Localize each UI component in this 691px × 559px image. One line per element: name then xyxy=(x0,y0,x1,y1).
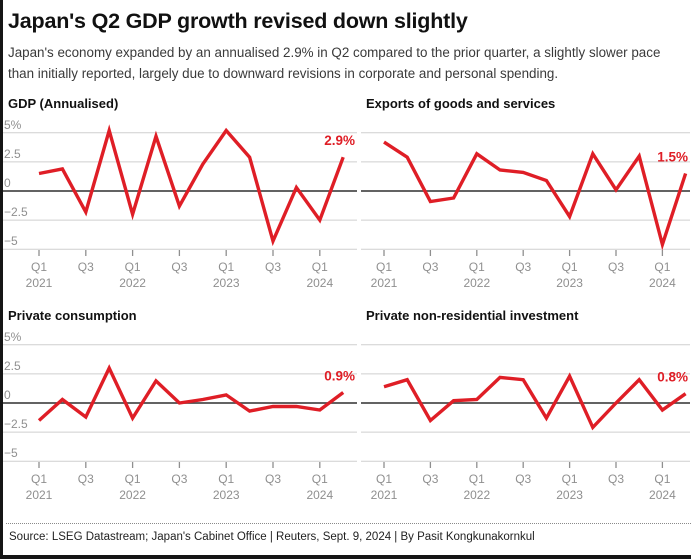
chart-canvas-gdp: 5% 2.5 0 −2.5 −5 Q1 2021 Q3 Q1 2022 Q3 Q1 2023 Q3 Q1 20… xyxy=(3,113,357,295)
x-axis-label-quarter: Q3 xyxy=(422,260,438,274)
x-axis-label-quarter: Q3 xyxy=(265,260,281,274)
x-axis-label-quarter: Q1 xyxy=(31,472,47,486)
chart-title: Private non-residential investment xyxy=(366,307,579,323)
x-axis-label-quarter: Q3 xyxy=(608,472,624,486)
x-axis-label-quarter: Q3 xyxy=(515,260,531,274)
x-axis-label-quarter: Q1 xyxy=(31,260,47,274)
y-axis-label: 5% xyxy=(4,330,22,344)
x-axis-label-year: 2021 xyxy=(26,276,53,290)
y-axis-label: −2.5 xyxy=(4,417,28,431)
chart-title: Exports of goods and services xyxy=(366,95,556,111)
x-axis-label-quarter: Q1 xyxy=(376,472,392,486)
end-value-label: 0.9% xyxy=(324,368,355,383)
x-axis-label-quarter: Q3 xyxy=(422,472,438,486)
y-axis-label: −5 xyxy=(4,234,18,248)
x-axis-label-quarter: Q1 xyxy=(218,472,234,486)
x-axis-label-year: 2021 xyxy=(371,488,398,502)
data-line xyxy=(383,140,688,251)
data-line xyxy=(38,124,345,246)
y-axis-label: −5 xyxy=(4,446,18,460)
x-axis-label-quarter: Q1 xyxy=(218,260,234,274)
line-chart-svg: 5% 2.5 0 −2.5 −5 Q1 2021 Q3 Q1 2022 Q3 Q1 2023 Q3 Q1 20… xyxy=(3,118,357,290)
x-axis-label-quarter: Q3 xyxy=(171,260,187,274)
x-axis-label-year: 2023 xyxy=(556,488,583,502)
x-axis-label-quarter: Q1 xyxy=(312,260,328,274)
page-subtitle: Japan's economy expanded by an annualise… xyxy=(8,45,661,81)
x-axis-label-quarter: Q3 xyxy=(78,260,94,274)
chart-private-investment: Private non-residential investment Q1 202… xyxy=(361,308,690,507)
source-line: Source: LSEG Datastream; Japan's Cabinet… xyxy=(6,523,691,551)
x-axis-label-year: 2022 xyxy=(463,276,490,290)
header: Japan's Q2 GDP growth revised down sligh… xyxy=(3,0,691,85)
x-axis-label-quarter: Q3 xyxy=(265,472,281,486)
y-axis-label: −2.5 xyxy=(4,205,28,219)
chart-title: GDP (Annualised) xyxy=(8,95,119,111)
data-line xyxy=(383,372,687,431)
end-value-label: 1.5% xyxy=(657,149,688,164)
x-axis-label-quarter: Q1 xyxy=(125,472,141,486)
line-chart-svg: Q1 2021 Q3 Q1 2022 Q3 Q1 2023 Q3 Q1 2024 0.8% xyxy=(361,344,690,502)
x-axis-label-year: 2021 xyxy=(26,488,53,502)
chart-canvas-investment: Q1 2021 Q3 Q1 2022 Q3 Q1 2023 Q3 Q1 2024 0.8% xyxy=(361,325,690,507)
x-axis-label-year: 2022 xyxy=(119,488,146,502)
chart-title: Private consumption xyxy=(8,307,137,323)
chart-canvas-consumption: 5% 2.5 0 −2.5 −5 Q1 2021 Q3 Q1 2022 Q3 Q1 2023 Q3 Q1 20… xyxy=(3,325,357,507)
x-axis-label-year: 2023 xyxy=(213,488,240,502)
x-axis-label-quarter: Q3 xyxy=(608,260,624,274)
line-chart-svg: 5% 2.5 0 −2.5 −5 Q1 2021 Q3 Q1 2022 Q3 Q1 2023 Q3 Q1 20… xyxy=(3,330,357,502)
x-axis-label-quarter: Q1 xyxy=(469,260,485,274)
x-axis-label-year: 2024 xyxy=(649,488,676,502)
x-axis-label-year: 2022 xyxy=(463,488,490,502)
x-axis-label-quarter: Q1 xyxy=(312,472,328,486)
x-axis-label-year: 2022 xyxy=(119,276,146,290)
x-axis-label-year: 2023 xyxy=(213,276,240,290)
x-axis-label-quarter: Q1 xyxy=(654,260,670,274)
x-axis-label-year: 2024 xyxy=(306,276,333,290)
y-axis-label: 0 xyxy=(4,176,11,190)
chart-private-consumption: Private consumption 5% 2.5 0 −2.5 −5 Q1 2021 Q3… xyxy=(3,308,357,507)
charts-grid: GDP (Annualised) 5% 2.5 0 −2.5 −5 Q1 2021 Q3 Q1 2… xyxy=(3,96,691,507)
x-axis-label-quarter: Q1 xyxy=(562,472,578,486)
chart-canvas-exports: Q1 2021 Q3 Q1 2022 Q3 Q1 2023 Q3 Q1 2024 1.5% xyxy=(361,113,690,295)
end-value-label: 2.9% xyxy=(324,133,355,148)
y-axis-label: 2.5 xyxy=(4,147,21,161)
x-axis-label-quarter: Q1 xyxy=(654,472,670,486)
y-axis-label: 5% xyxy=(4,118,22,132)
x-axis-label-year: 2023 xyxy=(556,276,583,290)
data-line xyxy=(37,363,345,422)
x-axis-label-quarter: Q1 xyxy=(125,260,141,274)
x-axis-label-quarter: Q1 xyxy=(562,260,578,274)
x-axis-label-quarter: Q1 xyxy=(469,472,485,486)
y-axis-label: 0 xyxy=(4,388,11,402)
x-axis-label-year: 2024 xyxy=(649,276,676,290)
x-axis-label-quarter: Q3 xyxy=(515,472,531,486)
page-title: Japan's Q2 GDP growth revised down sligh… xyxy=(8,9,468,33)
end-value-label: 0.8% xyxy=(657,370,688,385)
x-axis-label-quarter: Q3 xyxy=(171,472,187,486)
x-axis-label-year: 2021 xyxy=(371,276,398,290)
y-axis-label: 2.5 xyxy=(4,359,21,373)
chart-gdp-annualised: GDP (Annualised) 5% 2.5 0 −2.5 −5 Q1 2021 Q3 Q1 2… xyxy=(3,96,357,295)
x-axis-label-quarter: Q3 xyxy=(78,472,94,486)
x-axis-label-quarter: Q1 xyxy=(376,260,392,274)
chart-exports: Exports of goods and services Q1 2021 Q3 Q1… xyxy=(361,96,690,295)
x-axis-label-year: 2024 xyxy=(306,488,333,502)
line-chart-svg: Q1 2021 Q3 Q1 2022 Q3 Q1 2023 Q3 Q1 2024 1.5% xyxy=(361,132,690,290)
